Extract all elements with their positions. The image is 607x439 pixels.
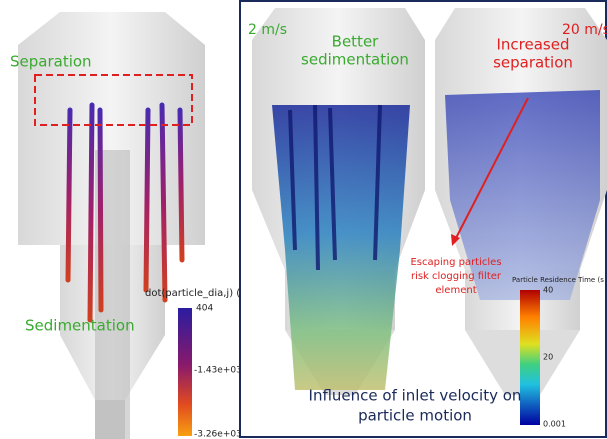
colorbar-title: Particle Residence Time (s bbox=[512, 276, 604, 284]
colorbar-tick: 404 bbox=[196, 304, 213, 314]
figure: Separation Sedimentation dot(particle_di… bbox=[0, 0, 607, 439]
arrow-note: risk clogging filter bbox=[411, 271, 502, 282]
high-note: separation bbox=[493, 54, 573, 72]
high-note: Increased bbox=[496, 36, 569, 54]
sedimentation-label: Sedimentation bbox=[25, 317, 135, 335]
separation-label: Separation bbox=[10, 53, 92, 71]
colorbar-tick: -3.26e+03 bbox=[194, 430, 242, 439]
colorbar-tick: -1.43e+03 bbox=[194, 366, 242, 376]
left-cyclone bbox=[18, 12, 205, 439]
low-speed-label: 2 m/s bbox=[248, 22, 287, 38]
colorbar-tick: 20 bbox=[543, 353, 553, 362]
caption: Influence of inlet velocity on bbox=[309, 387, 522, 405]
low-note: Better bbox=[332, 33, 380, 51]
colorbar bbox=[178, 308, 192, 436]
low-note: sedimentation bbox=[301, 51, 409, 69]
colorbar-tick: 40 bbox=[543, 286, 553, 295]
colorbar bbox=[520, 290, 540, 425]
caption: particle motion bbox=[358, 407, 472, 425]
colorbar-tick: 0.001 bbox=[543, 420, 566, 429]
arrow-note: element bbox=[435, 285, 476, 296]
arrow-note: Escaping particles bbox=[410, 257, 501, 268]
